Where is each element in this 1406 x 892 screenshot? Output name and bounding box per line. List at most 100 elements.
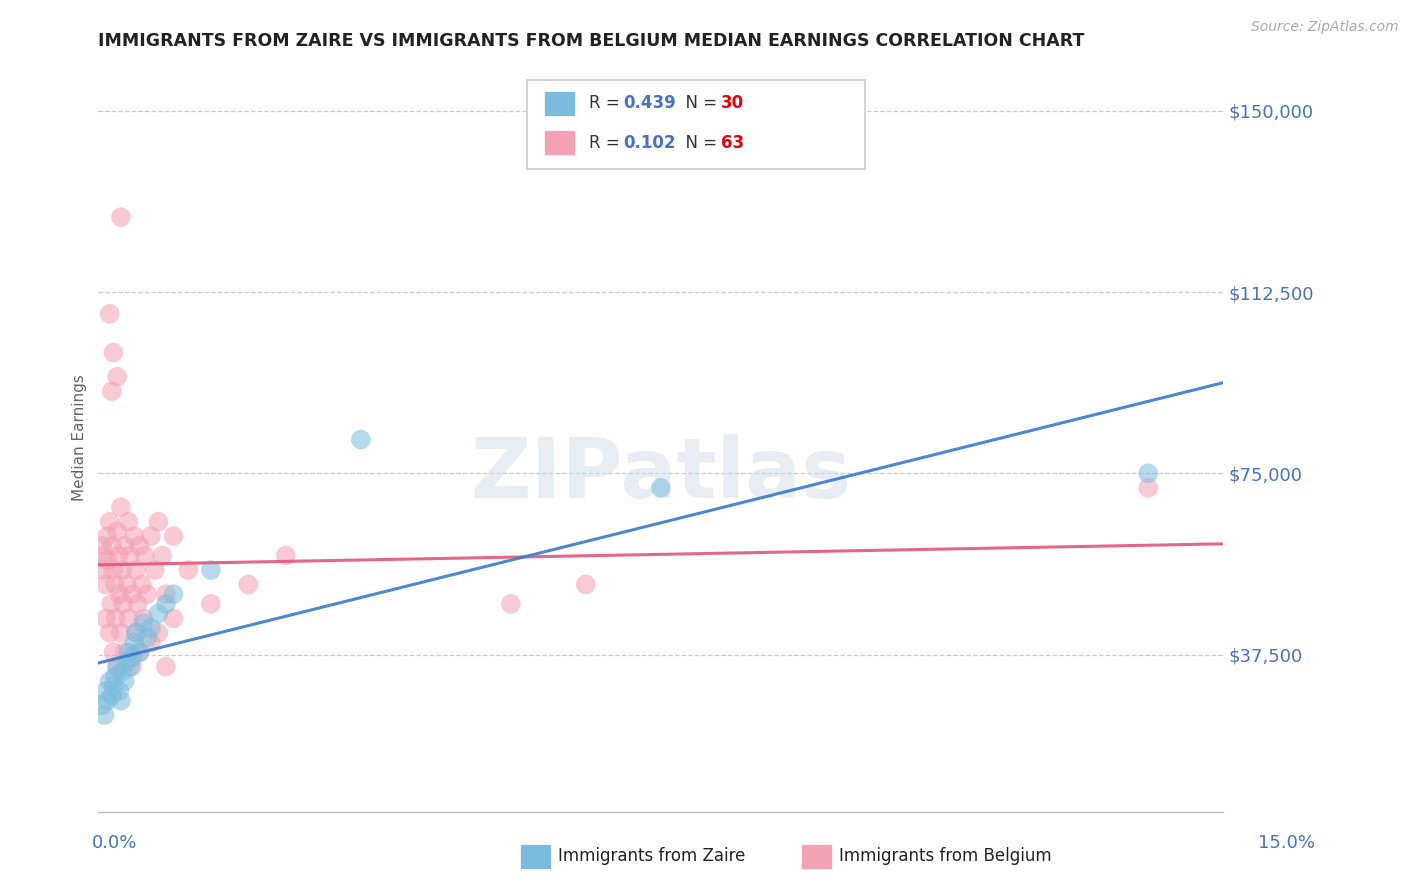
- Point: [117, 515, 139, 529]
- Point: [650, 481, 672, 495]
- Text: 0.439: 0.439: [623, 95, 676, 112]
- Point: [93, 563, 115, 577]
- Point: [162, 529, 184, 543]
- Point: [150, 549, 173, 563]
- Point: [162, 587, 184, 601]
- Text: 30: 30: [721, 95, 744, 112]
- Point: [104, 577, 127, 591]
- Point: [128, 645, 150, 659]
- Point: [94, 611, 117, 625]
- Point: [148, 515, 170, 529]
- Point: [96, 693, 118, 707]
- Text: 63: 63: [721, 134, 744, 152]
- Point: [103, 679, 125, 693]
- Point: [110, 693, 132, 707]
- Text: N =: N =: [675, 134, 723, 152]
- Point: [117, 645, 139, 659]
- Text: 0.0%: 0.0%: [91, 834, 136, 852]
- Text: R =: R =: [589, 95, 626, 112]
- Point: [155, 587, 177, 601]
- Point: [114, 645, 136, 659]
- Point: [132, 611, 155, 625]
- Point: [101, 384, 124, 399]
- Point: [103, 563, 125, 577]
- Point: [177, 563, 200, 577]
- Point: [114, 539, 136, 553]
- Y-axis label: Median Earnings: Median Earnings: [72, 374, 87, 500]
- Point: [101, 689, 124, 703]
- Point: [200, 597, 222, 611]
- Point: [124, 529, 146, 543]
- Point: [97, 553, 120, 567]
- Point: [125, 625, 148, 640]
- Text: IMMIGRANTS FROM ZAIRE VS IMMIGRANTS FROM BELGIUM MEDIAN EARNINGS CORRELATION CHA: IMMIGRANTS FROM ZAIRE VS IMMIGRANTS FROM…: [98, 32, 1085, 50]
- Point: [134, 549, 156, 563]
- Point: [139, 621, 162, 635]
- Point: [112, 597, 135, 611]
- Point: [91, 539, 114, 553]
- Point: [148, 607, 170, 621]
- Point: [104, 611, 127, 625]
- Text: Immigrants from Zaire: Immigrants from Zaire: [558, 847, 745, 865]
- Point: [139, 635, 162, 649]
- Point: [108, 587, 131, 601]
- Point: [118, 549, 141, 563]
- Point: [1137, 481, 1160, 495]
- Point: [115, 577, 138, 591]
- Point: [238, 577, 260, 591]
- Point: [103, 645, 125, 659]
- Point: [98, 674, 121, 689]
- Point: [117, 611, 139, 625]
- Point: [148, 625, 170, 640]
- Point: [111, 563, 134, 577]
- Point: [93, 549, 115, 563]
- Point: [94, 577, 117, 591]
- Point: [121, 587, 143, 601]
- Point: [121, 659, 143, 673]
- Point: [131, 577, 153, 591]
- Point: [105, 369, 128, 384]
- Point: [143, 563, 166, 577]
- Point: [114, 674, 136, 689]
- Text: 15.0%: 15.0%: [1257, 834, 1315, 852]
- Point: [136, 631, 159, 645]
- Point: [575, 577, 598, 591]
- Point: [100, 597, 122, 611]
- Point: [98, 515, 121, 529]
- Point: [98, 307, 121, 321]
- Point: [155, 659, 177, 673]
- Point: [274, 549, 297, 563]
- Point: [350, 433, 373, 447]
- Point: [104, 669, 127, 683]
- Point: [105, 659, 128, 673]
- Text: ZIPatlas: ZIPatlas: [471, 434, 851, 515]
- Point: [105, 659, 128, 673]
- Point: [155, 597, 177, 611]
- Point: [110, 500, 132, 515]
- Text: N =: N =: [675, 95, 723, 112]
- Point: [91, 698, 114, 713]
- Point: [118, 659, 141, 673]
- Point: [200, 563, 222, 577]
- Point: [105, 524, 128, 539]
- Point: [107, 549, 129, 563]
- Point: [128, 539, 150, 553]
- Point: [132, 616, 155, 631]
- Point: [139, 529, 162, 543]
- Point: [96, 529, 118, 543]
- Point: [103, 345, 125, 359]
- Point: [111, 665, 134, 679]
- Point: [121, 650, 143, 665]
- Point: [101, 539, 124, 553]
- Point: [110, 625, 132, 640]
- Text: Source: ZipAtlas.com: Source: ZipAtlas.com: [1251, 20, 1399, 34]
- Point: [108, 684, 131, 698]
- Point: [98, 625, 121, 640]
- Point: [93, 708, 115, 723]
- Point: [125, 563, 148, 577]
- Point: [115, 655, 138, 669]
- Point: [128, 645, 150, 659]
- Point: [499, 597, 522, 611]
- Point: [125, 625, 148, 640]
- Text: R =: R =: [589, 134, 626, 152]
